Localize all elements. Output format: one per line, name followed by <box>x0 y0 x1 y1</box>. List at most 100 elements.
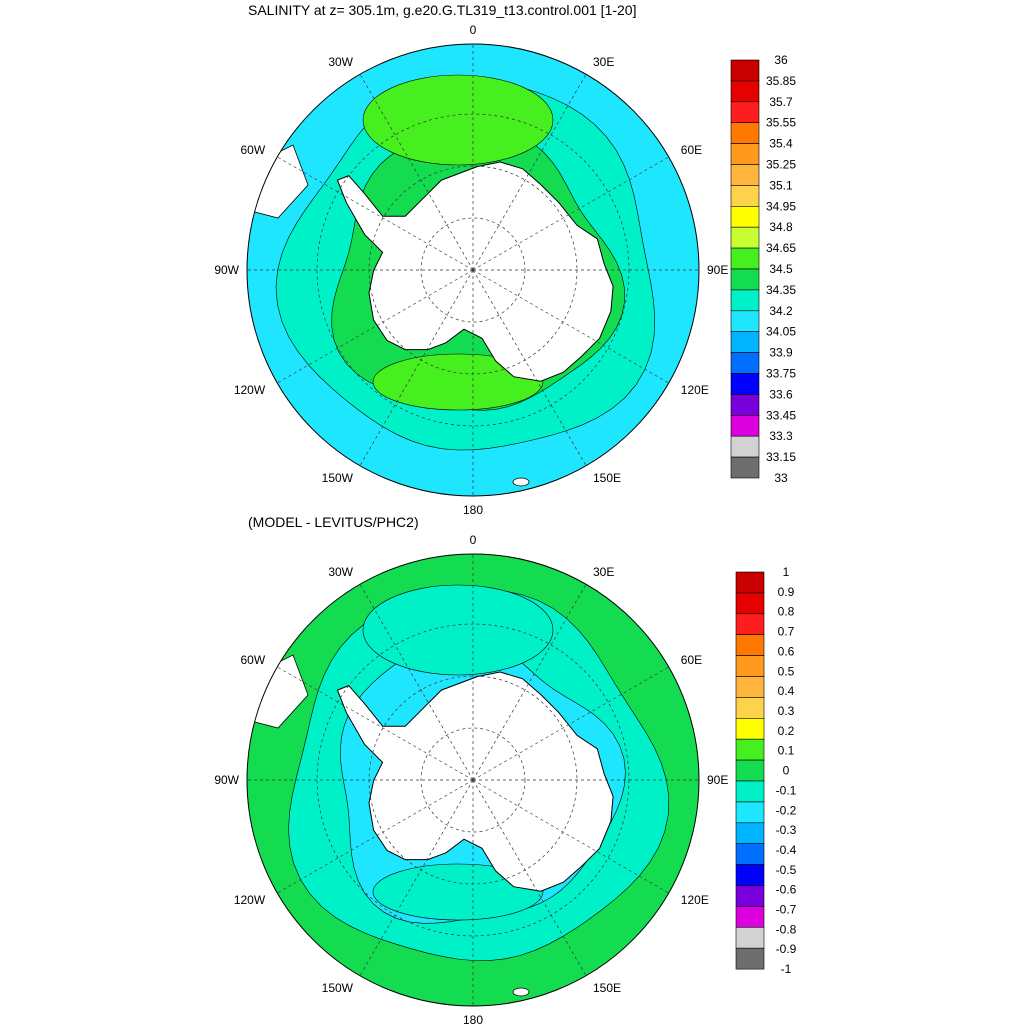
colorbar-swatch <box>730 289 760 312</box>
graticule-meridian <box>359 269 474 466</box>
lon-label: 90E <box>707 773 728 787</box>
colorbar-swatch <box>735 592 765 615</box>
colorbar-swatch <box>735 697 765 719</box>
lon-label: 90W <box>214 773 239 787</box>
colorbar-swatch <box>735 947 765 970</box>
colorbar-label: -0.3 <box>776 823 797 837</box>
graticule-parallel <box>316 113 630 427</box>
graticule-meridian <box>277 779 474 894</box>
graticule-meridian <box>472 779 669 894</box>
colorbar-label: -0.8 <box>776 922 797 936</box>
graticule-meridian <box>472 584 587 781</box>
colorbar-label: 0.1 <box>778 744 795 758</box>
colorbar-label: 36 <box>774 53 788 67</box>
colorbar-label: -0.7 <box>776 903 797 917</box>
colorbar-swatch <box>735 738 765 761</box>
colorbar-label: 1 <box>783 565 790 579</box>
graticule-meridian <box>472 666 669 781</box>
colorbar-swatch <box>735 864 765 886</box>
colorbar-label: 0.3 <box>778 704 795 718</box>
colorbar-label: -0.5 <box>776 863 797 877</box>
colorbar-swatch <box>730 206 760 228</box>
colorbar-label: 0.5 <box>778 664 795 678</box>
colorbar-swatch <box>735 717 765 740</box>
colorbar-label: -0.2 <box>776 803 797 817</box>
lon-label: 0 <box>470 23 477 37</box>
colorbar-swatch <box>735 655 765 677</box>
lon-label: 150W <box>322 981 354 995</box>
colorbar-swatch <box>735 885 765 907</box>
colorbar-label: 0.7 <box>778 625 795 639</box>
colorbar-swatch <box>730 59 760 82</box>
colorbar-swatch <box>730 143 760 165</box>
graticule-meridian <box>277 666 474 781</box>
colorbar-label: 33.75 <box>766 367 796 381</box>
lon-label: 120W <box>234 893 266 907</box>
colorbar-swatch <box>730 80 760 103</box>
colorbar-label: -1 <box>781 962 792 976</box>
polar-map-difference: 0 30E 60E 90E 120E 150E 180 150W 120W 90W 60W 30W 1 0… <box>214 533 796 1024</box>
lon-label: 30E <box>593 565 614 579</box>
colorbar-swatch <box>730 456 760 479</box>
colorbar-swatch <box>730 394 760 416</box>
colorbar-label: 34.5 <box>769 262 793 276</box>
ross-sector-band <box>372 353 544 411</box>
graticule-meridian <box>472 74 587 271</box>
colorbar-swatch <box>730 352 760 374</box>
colorbar: 1 0.9 0.8 0.7 0.6 0.5 0.4 0.3 0.2 0.1 0 -0.1 -0.2 -0.… <box>735 565 797 976</box>
colorbar-swatch <box>730 310 760 332</box>
colorbar-label: 33.3 <box>769 429 793 443</box>
graticule-meridian <box>472 269 669 384</box>
colorbar-label: 34.05 <box>766 325 796 339</box>
colorbar-label: 34.35 <box>766 283 796 297</box>
colorbar-label: 0.4 <box>778 684 795 698</box>
colorbar-swatch <box>730 185 760 207</box>
graticule-meridian <box>472 269 587 466</box>
colorbar-swatch <box>735 759 765 782</box>
lon-label: 60W <box>241 653 266 667</box>
weddell-sector-band <box>362 584 554 676</box>
field-layer <box>247 44 699 496</box>
graticule-meridian <box>277 156 474 271</box>
colorbar-label: 35.7 <box>769 95 793 109</box>
lon-label: 0 <box>470 533 477 547</box>
colorbar-swatch <box>735 822 765 844</box>
graticule-parallel <box>316 623 630 937</box>
colorbar-label: 0.6 <box>778 644 795 658</box>
colorbar-swatch <box>730 122 760 144</box>
colorbar-swatch <box>730 373 760 395</box>
colorbar-swatch <box>730 247 760 270</box>
graticule-meridian <box>359 779 474 976</box>
colorbar-swatch <box>735 843 765 865</box>
colorbar-label: 33 <box>774 471 788 485</box>
lon-label: 150E <box>593 981 621 995</box>
graticule-meridian <box>359 584 474 781</box>
lon-label: 90E <box>707 263 728 277</box>
weddell-sector-band <box>362 74 554 166</box>
lon-label: 30E <box>593 55 614 69</box>
lon-label: 150E <box>593 471 621 485</box>
colorbar-label: 35.55 <box>766 116 796 130</box>
colorbar-label: 34.2 <box>769 304 793 318</box>
colorbar-swatch <box>735 613 765 635</box>
ross-sector-band <box>372 863 544 921</box>
colorbar-label: 35.4 <box>769 137 793 151</box>
graticule-meridian <box>359 74 474 271</box>
new-zealand-land <box>512 987 530 997</box>
lon-label: 30W <box>328 565 353 579</box>
colorbar-swatch <box>735 906 765 928</box>
lon-label: 60E <box>681 143 702 157</box>
graticule-meridian <box>277 269 474 384</box>
colorbar-label: 0.8 <box>778 605 795 619</box>
graticule-parallel <box>420 727 526 833</box>
lon-label: 120E <box>681 893 709 907</box>
colorbar-swatch <box>735 801 765 824</box>
colorbar-label: 34.8 <box>769 220 793 234</box>
colorbar-swatch <box>735 634 765 656</box>
colorbar-swatch <box>730 226 760 249</box>
colorbar-label: 35.85 <box>766 74 796 88</box>
colorbar-label: 35.25 <box>766 158 796 172</box>
field-layer <box>247 554 699 1006</box>
map-border <box>246 553 700 1007</box>
